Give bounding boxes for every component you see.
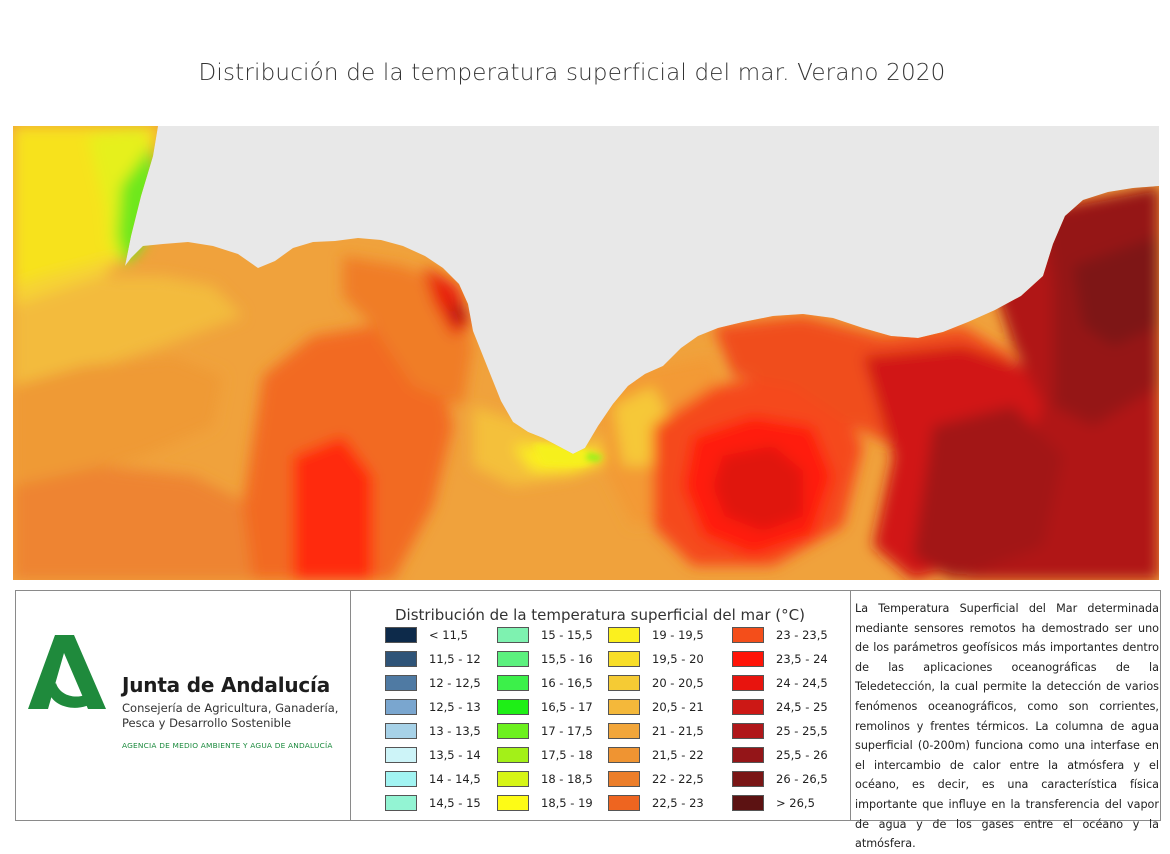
legend-swatch [385,723,417,739]
legend-swatch [385,795,417,811]
sea-temperature-map [13,126,1159,580]
legend-swatch [497,651,529,667]
legend-label: 11,5 - 12 [429,652,481,666]
info-panel: Junta de Andalucía Consejería de Agricul… [15,590,1161,850]
legend-label: 18,5 - 19 [541,796,593,810]
legend-label: > 26,5 [776,796,815,810]
legend-swatch [732,651,764,667]
legend-label: 16,5 - 17 [541,700,593,714]
junta-andalucia-logo-icon [28,635,106,709]
legend-label: 14,5 - 15 [429,796,481,810]
legend-label: 16 - 16,5 [541,676,593,690]
legend-swatch [385,699,417,715]
legend-label: 19,5 - 20 [652,652,704,666]
legend-label: 15,5 - 16 [541,652,593,666]
legend-swatch [608,651,640,667]
organization-logo-box: Junta de Andalucía Consejería de Agricul… [16,591,351,820]
legend-swatch [732,675,764,691]
legend-label: 13,5 - 14 [429,748,481,762]
legend-swatch [608,675,640,691]
legend-label: 12 - 12,5 [429,676,481,690]
legend-label: 18 - 18,5 [541,772,593,786]
legend-label: 25 - 25,5 [776,724,828,738]
legend-swatch [497,675,529,691]
legend-label: 14 - 14,5 [429,772,481,786]
legend-label: 25,5 - 26 [776,748,828,762]
legend-swatch [385,627,417,643]
legend-swatch [732,699,764,715]
legend-label: < 11,5 [429,628,468,642]
legend: Distribución de la temperatura superfici… [351,591,851,820]
legend-swatch [608,699,640,715]
legend-swatch [497,795,529,811]
legend-label: 17 - 17,5 [541,724,593,738]
legend-swatch [385,675,417,691]
legend-label: 13 - 13,5 [429,724,481,738]
organization-department: Consejería de Agricultura, Ganadería, Pe… [122,701,339,730]
organization-name: Junta de Andalucía [122,673,331,697]
legend-label: 21,5 - 22 [652,748,704,762]
legend-swatch [497,723,529,739]
legend-label: 20,5 - 21 [652,700,704,714]
legend-swatch [608,723,640,739]
legend-label: 20 - 20,5 [652,676,704,690]
legend-swatch [732,795,764,811]
legend-label: 17,5 - 18 [541,748,593,762]
legend-swatch [385,651,417,667]
legend-swatch [608,627,640,643]
legend-swatch [497,747,529,763]
legend-label: 23 - 23,5 [776,628,828,642]
legend-label: 21 - 21,5 [652,724,704,738]
legend-swatch [497,627,529,643]
legend-label: 12,5 - 13 [429,700,481,714]
legend-swatch [497,771,529,787]
legend-swatch [732,627,764,643]
organization-agency: AGENCIA DE MEDIO AMBIENTE Y AGUA DE ANDA… [122,741,333,750]
legend-swatch [732,771,764,787]
legend-label: 23,5 - 24 [776,652,828,666]
legend-label: 26 - 26,5 [776,772,828,786]
description-text: La Temperatura Superficial del Mar deter… [855,602,1159,851]
legend-label: 15 - 15,5 [541,628,593,642]
legend-label: 22,5 - 23 [652,796,704,810]
legend-swatch [608,771,640,787]
legend-title: Distribución de la temperatura superfici… [395,606,805,624]
map-canvas [13,126,1159,580]
legend-swatch [732,747,764,763]
legend-label: 24,5 - 25 [776,700,828,714]
legend-label: 24 - 24,5 [776,676,828,690]
map-title: Distribución de la temperatura superfici… [198,60,946,86]
legend-swatch [497,699,529,715]
legend-label: 19 - 19,5 [652,628,704,642]
legend-swatch [608,747,640,763]
legend-label: 22 - 22,5 [652,772,704,786]
legend-swatch [385,747,417,763]
legend-swatch [608,795,640,811]
legend-swatch [732,723,764,739]
legend-swatch [385,771,417,787]
